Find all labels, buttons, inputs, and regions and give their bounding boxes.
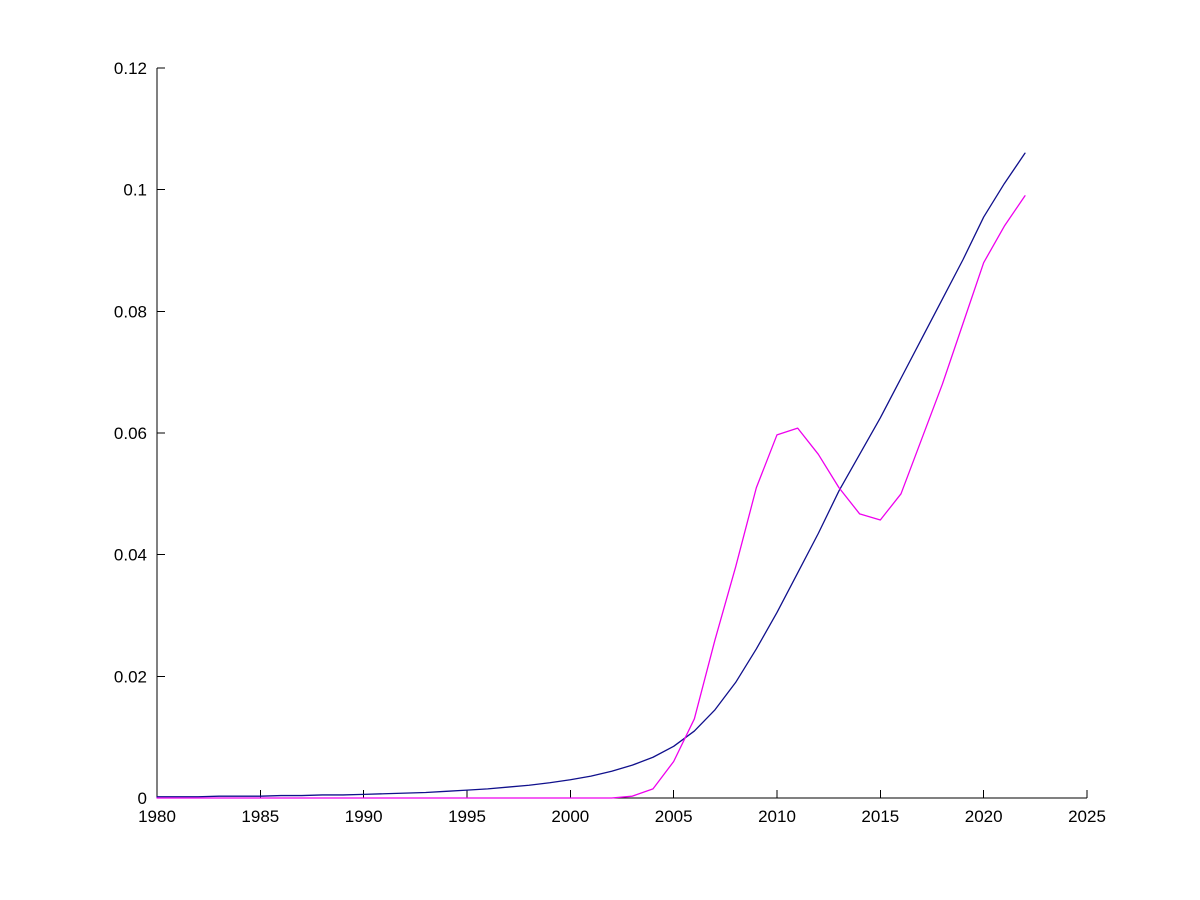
y-tick-label: 0 <box>138 789 147 808</box>
series-line-smooth-dark-blue-curve <box>156 152 1026 798</box>
y-tick-label: 0.08 <box>114 302 147 321</box>
x-tick-label: 2025 <box>1068 807 1106 826</box>
x-tick-label: 1990 <box>345 807 383 826</box>
y-tick-label: 0.12 <box>114 59 147 78</box>
x-tick-label: 1995 <box>448 807 486 826</box>
x-tick-label: 2005 <box>655 807 693 826</box>
x-tick-label: 2010 <box>758 807 796 826</box>
x-tick-label: 2020 <box>965 807 1003 826</box>
y-tick-label: 0.02 <box>114 667 147 686</box>
y-tick-label: 0.04 <box>114 546 147 565</box>
x-tick-label: 1980 <box>138 807 176 826</box>
y-tick-label: 0.06 <box>114 424 147 443</box>
x-tick-label: 2000 <box>551 807 589 826</box>
series-line-magenta-curve <box>156 195 1026 799</box>
x-tick-label: 1985 <box>241 807 279 826</box>
x-tick-label: 2015 <box>861 807 899 826</box>
y-tick-label: 0.1 <box>123 181 147 200</box>
